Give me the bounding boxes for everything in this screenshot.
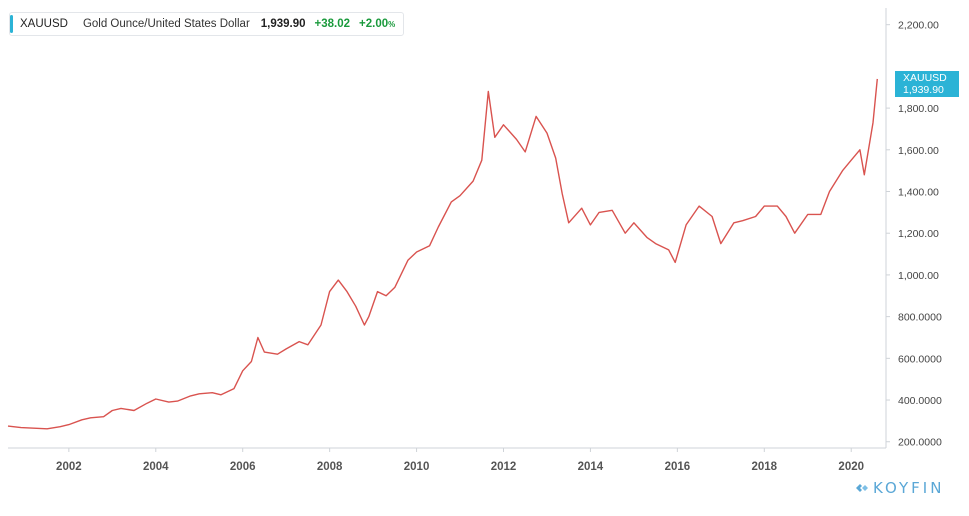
x-tick-label: 2010 — [404, 461, 430, 473]
legend-change: +38.02 — [314, 18, 351, 30]
price-tag-value: 1,939.90 — [903, 84, 944, 96]
y-tick-label: 1,600.00 — [898, 145, 939, 157]
instrument-legend[interactable]: XAUUSD Gold Ounce/United States Dollar 1… — [9, 12, 405, 36]
legend-last-price: 1,939.90 — [260, 18, 306, 30]
koyfin-logo-icon — [856, 484, 868, 492]
x-tick-label: 2002 — [56, 461, 82, 473]
x-tick-label: 2012 — [491, 461, 517, 473]
x-tick-label: 2014 — [578, 461, 604, 473]
y-tick-label: 1,200.00 — [898, 228, 939, 240]
legend-symbol: XAUUSD — [20, 18, 68, 30]
y-tick-label: 2,200.00 — [898, 20, 939, 32]
koyfin-logo-text: KOYFIN — [873, 479, 945, 497]
x-tick-label: 2016 — [665, 461, 691, 473]
x-axis: 2002 2004 2006 2008 2010 2012 2014 2016 2018 2020 — [56, 448, 864, 473]
y-tick-label: 1,400.00 — [898, 187, 939, 199]
x-tick-label: 2004 — [143, 461, 169, 473]
y-tick-label: 200.0000 — [898, 437, 942, 449]
price-tag-symbol: XAUUSD — [903, 72, 947, 84]
x-tick-label: 2018 — [752, 461, 778, 473]
y-tick-label: 600.0000 — [898, 353, 942, 365]
y-axis: 2,200.00 1,800.00 1,600.00 1,400.00 1,200.00… — [886, 20, 942, 449]
y-tick-label: 400.0000 — [898, 395, 942, 407]
x-tick-label: 2008 — [317, 461, 343, 473]
price-series-line — [7, 78, 878, 430]
percent-sign: % — [388, 20, 396, 29]
y-tick-label: 1,000.00 — [898, 270, 939, 282]
koyfin-logo[interactable]: KOYFIN — [855, 479, 944, 497]
legend-description: Gold Ounce/United States Dollar — [82, 18, 250, 30]
y-tick-label: 800.0000 — [898, 312, 942, 324]
x-tick-label: 2006 — [230, 461, 256, 473]
plot-area[interactable]: 2,200.00 1,800.00 1,600.00 1,400.00 1,200.00… — [7, 8, 942, 473]
legend-accent-bar — [10, 15, 13, 33]
legend-change-percent: +2.00% — [359, 18, 396, 30]
y-tick-label: 1,800.00 — [898, 103, 939, 115]
x-tick-label: 2020 — [838, 461, 864, 473]
last-price-tag: XAUUSD 1,939.90 — [895, 71, 959, 97]
